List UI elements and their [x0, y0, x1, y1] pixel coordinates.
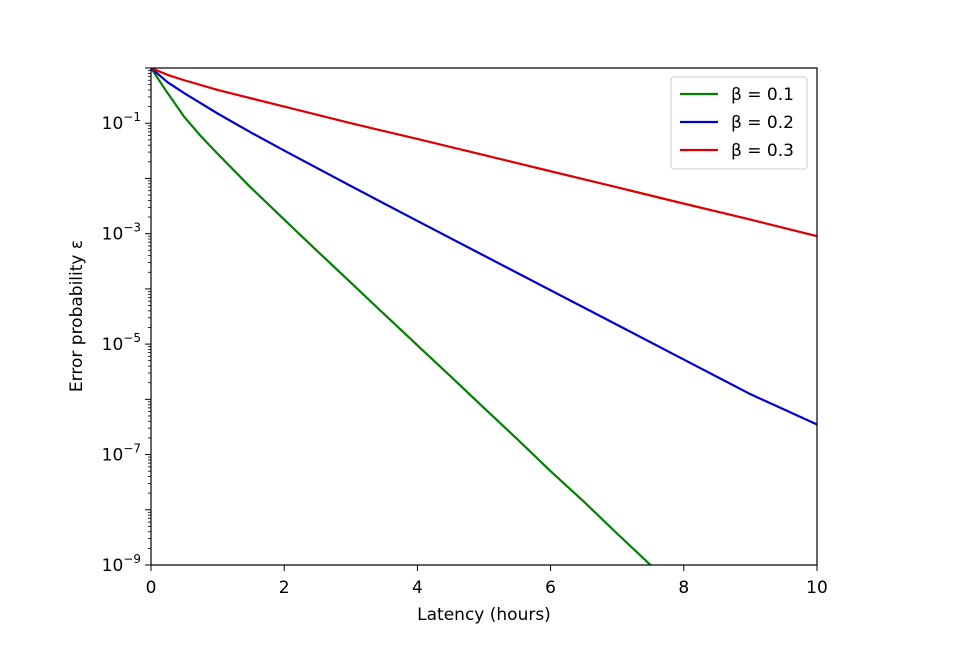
- y-tick-label: 10−3: [102, 221, 141, 245]
- x-tick-label: 10: [806, 578, 828, 598]
- legend-frame: [670, 76, 808, 170]
- series-line-2: [151, 68, 817, 426]
- series-line-1: [151, 68, 653, 565]
- series-layer: [151, 68, 817, 565]
- legend-label: β = 0.2: [731, 113, 794, 133]
- x-tick-label: 4: [412, 578, 423, 598]
- y-axis-label: Error probability ε: [67, 240, 87, 392]
- y-tick-label: 10−7: [102, 442, 141, 466]
- y-tick-label: 10−5: [102, 331, 141, 355]
- legend-label: β = 0.3: [731, 141, 794, 161]
- x-tick-label: 6: [545, 578, 556, 598]
- x-tick-label: 8: [678, 578, 689, 598]
- y-tick-label: 10−9: [102, 552, 141, 576]
- x-tick-label: 0: [146, 578, 157, 598]
- legend: β = 0.1 β = 0.2 β = 0.3: [670, 76, 808, 170]
- x-axis-label: Latency (hours): [417, 605, 551, 625]
- y-axis: 10−1 10−3 10−5 10−7 10−9: [102, 67, 151, 576]
- x-tick-label: 2: [279, 578, 290, 598]
- series-line-3: [151, 68, 817, 238]
- x-axis: 0 2 4 6 8 10: [146, 565, 828, 598]
- y-tick-label: 10−1: [102, 110, 141, 134]
- plot-frame: [150, 67, 818, 566]
- legend-label: β = 0.1: [731, 85, 794, 105]
